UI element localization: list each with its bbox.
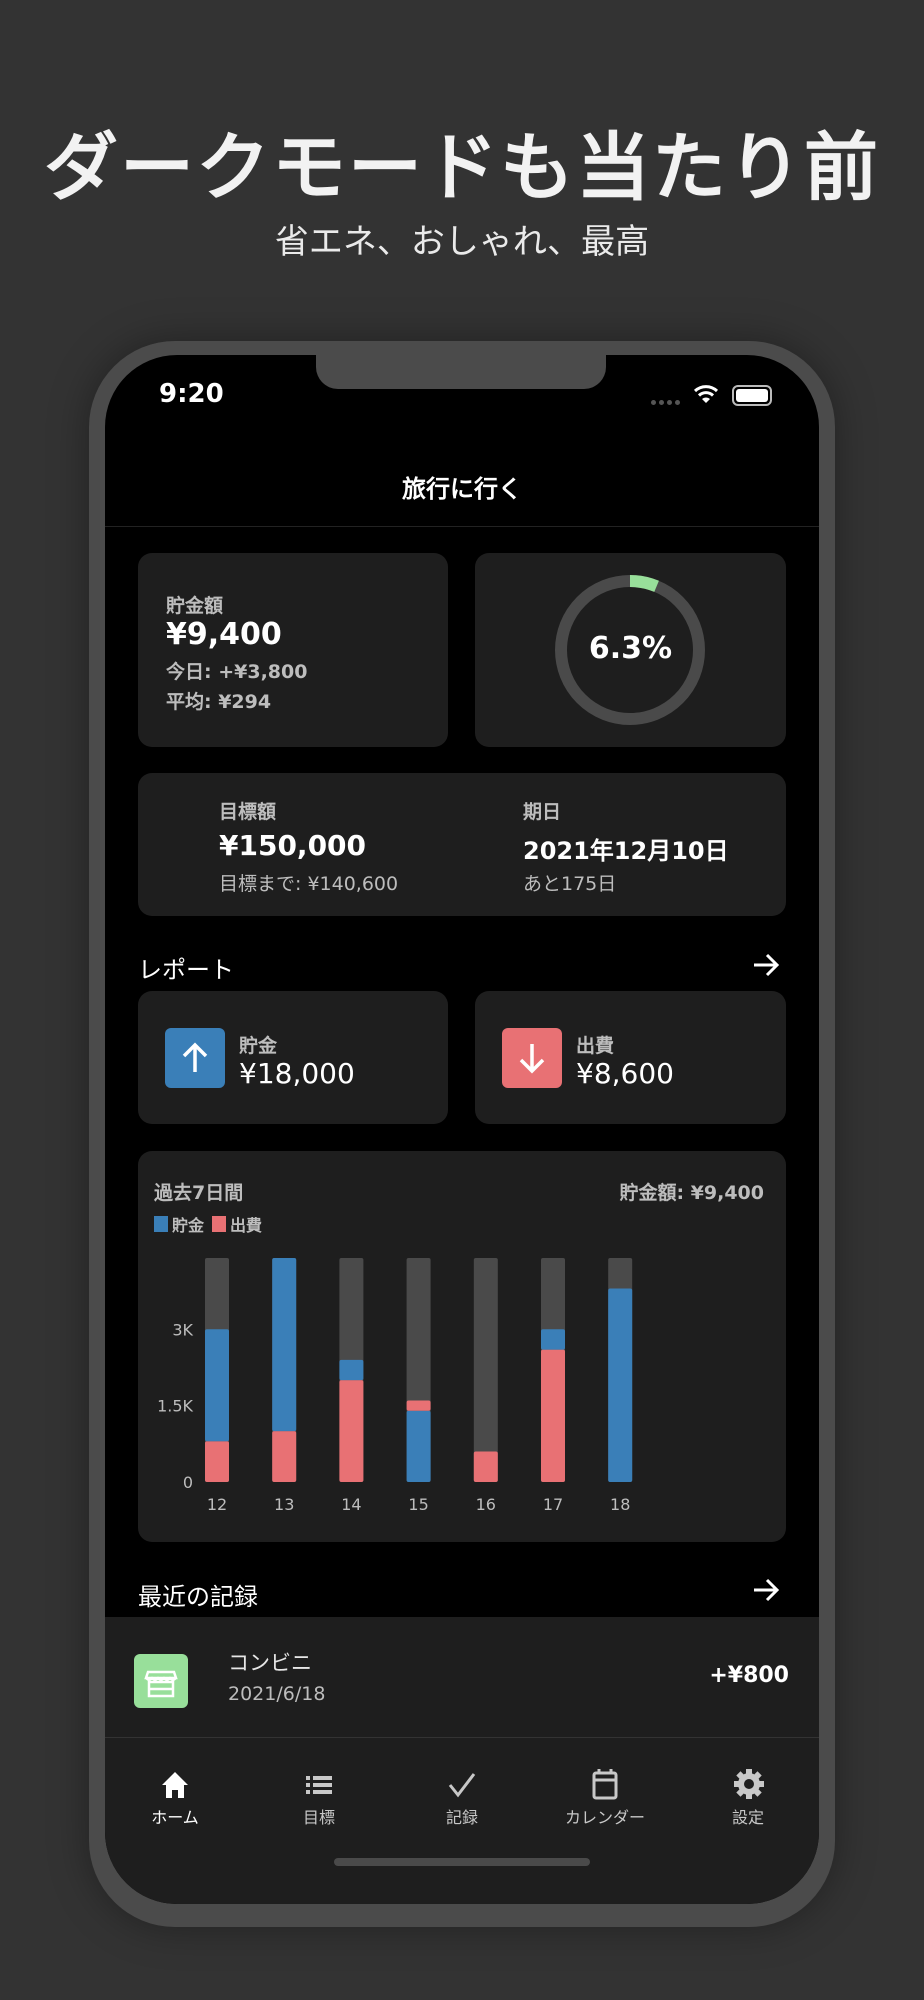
x-tick-label: 14 [341, 1495, 361, 1514]
recent-record-row[interactable]: コンビニ 2021/6/18 +¥800 [105, 1617, 819, 1737]
wifi-icon [693, 385, 719, 403]
report-savings-label: 貯金 [239, 1035, 278, 1057]
x-tick-label: 12 [207, 1495, 227, 1514]
legend-label-savings: 貯金 [172, 1216, 205, 1235]
report-arrow-right-icon[interactable] [752, 951, 780, 979]
tab-home[interactable]: ホーム [115, 1760, 235, 1830]
bar-segment-expense [541, 1349, 565, 1482]
goal-remaining: 目標まで: ¥140,600 [219, 873, 399, 895]
bar-segment-expense [205, 1441, 229, 1482]
phone-notch [316, 341, 606, 389]
x-tick-label: 18 [610, 1495, 630, 1514]
y-tick-label: 3K [172, 1320, 193, 1339]
record-date: 2021/6/18 [228, 1683, 326, 1705]
bar-segment-expense [473, 1451, 498, 1482]
report-heading: レポート [138, 956, 234, 984]
report-expense-label: 出費 [576, 1035, 615, 1057]
recent-heading: 最近の記録 [138, 1583, 258, 1611]
y-tick-label: 0 [183, 1473, 193, 1492]
bar-segment-expense [339, 1380, 364, 1482]
gear-icon [734, 1769, 764, 1799]
report-savings-card[interactable]: 貯金 ¥18,000 [138, 991, 448, 1124]
x-tick-label: 16 [476, 1495, 496, 1514]
savings-card[interactable]: 貯金額 ¥9,400 今日: +¥3,800 平均: ¥294 [138, 553, 448, 747]
record-title: コンビニ [228, 1651, 312, 1675]
bar-segment-savings [541, 1329, 565, 1350]
savings-label: 貯金額 [166, 595, 224, 617]
tab-records[interactable]: 記録 [402, 1760, 522, 1830]
legend-swatch-expense [212, 1216, 227, 1232]
days-left: あと175日 [523, 873, 617, 895]
promo-headline: ダークモードも当たり前 [44, 125, 880, 211]
x-tick-label: 17 [543, 1495, 563, 1514]
phone-screen: 9:20 旅行に行く 貯金額 ¥9,400 今日: +¥3,800 平均: ¥2… [105, 355, 819, 1904]
tab-label: 目標 [302, 1808, 335, 1827]
progress-card[interactable]: 6.3% [475, 553, 786, 747]
report-expense-amount: ¥8,600 [576, 1057, 674, 1090]
legend-swatch-savings [154, 1216, 168, 1232]
store-icon [134, 1654, 188, 1708]
home-indicator[interactable] [334, 1858, 590, 1866]
goal-amount: ¥150,000 [219, 829, 367, 862]
record-amount: +¥800 [709, 1663, 789, 1688]
bar-segment-expense [406, 1400, 431, 1411]
tab-settings[interactable]: 設定 [688, 1760, 808, 1830]
due-label: 期日 [523, 801, 562, 823]
goal-label: 目標額 [219, 801, 277, 823]
status-time: 9:20 [159, 379, 224, 409]
legend-label-expense: 出費 [230, 1216, 263, 1235]
due-date: 2021年12月10日 [523, 837, 729, 865]
list-icon [306, 1776, 332, 1794]
battery-icon [732, 385, 772, 406]
savings-amount: ¥9,400 [166, 617, 282, 652]
nav-divider [105, 526, 819, 527]
tab-label: 設定 [731, 1808, 764, 1827]
recent-arrow-right-icon[interactable] [752, 1576, 780, 1604]
tab-label: ホーム [151, 1808, 199, 1827]
bar-segment-savings [608, 1288, 633, 1482]
report-savings-amount: ¥18,000 [239, 1057, 355, 1090]
progress-percent: 6.3% [588, 631, 673, 666]
page-title: 旅行に行く [402, 475, 522, 503]
bar-background [473, 1258, 498, 1482]
bar-segment-savings [339, 1359, 364, 1381]
chart-title: 過去7日間 [154, 1182, 244, 1204]
tab-bar: ホーム 目標 記録 カレンダー 設定 [105, 1737, 819, 1904]
chart-summary: 貯金額: ¥9,400 [619, 1182, 764, 1204]
tab-calendar[interactable]: カレンダー [545, 1760, 665, 1830]
bar-chart: 0 1.5K 3K 12 13 14 15 16 17 18 [157, 1258, 633, 1514]
y-tick-label: 1.5K [157, 1397, 193, 1416]
bar-segment-savings [205, 1329, 229, 1442]
x-tick-label: 13 [274, 1495, 294, 1514]
savings-today: 今日: +¥3,800 [166, 661, 308, 683]
calendar-icon [592, 1769, 618, 1800]
signal-dots-icon [651, 400, 680, 405]
tab-label: カレンダー [564, 1808, 645, 1827]
savings-average: 平均: ¥294 [166, 691, 272, 713]
goal-card[interactable]: 目標額 ¥150,000 目標まで: ¥140,600 期日 2021年12月1… [138, 773, 786, 916]
weekly-chart-card: 過去7日間 貯金額: ¥9,400 貯金 出費 0 1.5K 3K 12 13 14 15 1… [138, 1151, 786, 1542]
tab-label: 記録 [445, 1808, 478, 1827]
chart-legend: 貯金 出費 [154, 1212, 262, 1236]
home-icon [162, 1772, 188, 1798]
bar-segment-expense [272, 1431, 297, 1482]
arrow-up-icon [165, 1028, 225, 1088]
bar-segment-savings [272, 1258, 297, 1432]
bar-segment-savings [406, 1410, 431, 1482]
tab-goals[interactable]: 目標 [259, 1760, 379, 1830]
progress-ring [555, 575, 705, 725]
arrow-down-icon [502, 1028, 562, 1088]
x-tick-label: 15 [408, 1495, 428, 1514]
promo-subheadline: 省エネ、おしゃれ、最高 [274, 222, 650, 262]
report-expense-card[interactable]: 出費 ¥8,600 [475, 991, 786, 1124]
check-icon [448, 1773, 476, 1798]
